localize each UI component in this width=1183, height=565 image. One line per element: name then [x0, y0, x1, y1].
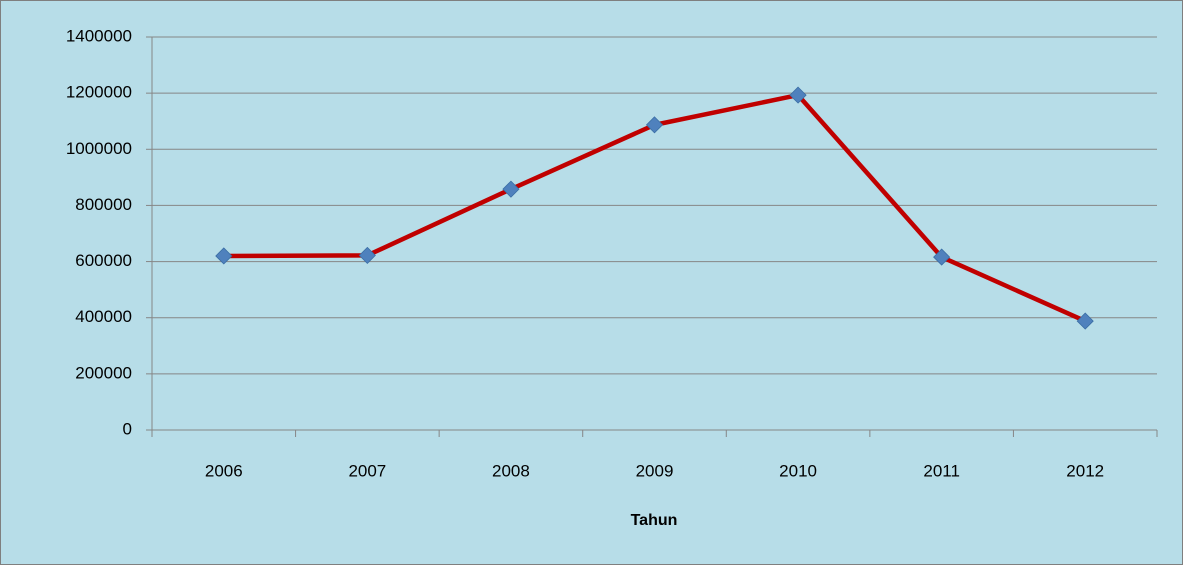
data-point	[215, 247, 233, 265]
x-tick-label: 2006	[205, 461, 243, 480]
data-point	[502, 180, 520, 198]
x-tick-label: 2011	[923, 461, 960, 480]
y-tick-label: 800000	[75, 195, 132, 214]
x-tick-label: 2010	[779, 461, 817, 480]
data-point	[358, 246, 376, 264]
y-tick-label: 400000	[75, 307, 132, 326]
x-tick-label: 2009	[636, 461, 674, 480]
data-point	[933, 248, 951, 266]
x-tick-label: 2008	[492, 461, 530, 480]
y-tick-label: 0	[123, 419, 132, 438]
x-tick-label: 2007	[348, 461, 386, 480]
x-axis-title: Tahun	[631, 512, 678, 529]
y-tick-label: 1400000	[66, 26, 132, 45]
x-tick-label: 2012	[1066, 461, 1104, 480]
data-point	[789, 86, 807, 104]
y-tick-label: 1200000	[66, 83, 132, 102]
y-tick-label: 1000000	[66, 139, 132, 158]
data-point	[1076, 312, 1094, 330]
data-point	[645, 116, 664, 134]
y-tick-label: 600000	[75, 251, 132, 270]
y-tick-label: 200000	[75, 363, 132, 382]
